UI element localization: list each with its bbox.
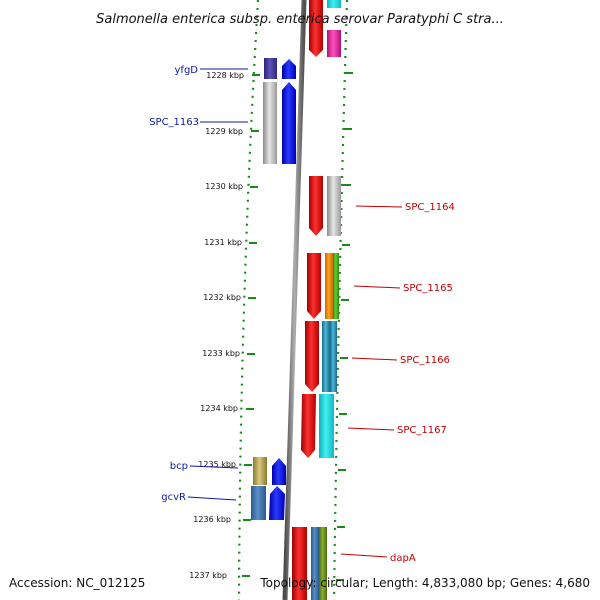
gene-label-gcvr[interactable]: gcvR (161, 492, 186, 503)
gene-label-spc-1164[interactable]: SPC_1164 (405, 202, 455, 213)
gene-feature[interactable] (253, 457, 267, 485)
gene-labels-right: SPC_1164 SPC_1165 SPC_1166 SPC_1167 dapA (390, 202, 455, 564)
leader-line (351, 357, 398, 361)
gene-arrow[interactable] (307, 253, 321, 319)
gene-label-spc-1163[interactable]: SPC_1163 (149, 117, 199, 128)
gene-arrow[interactable] (269, 486, 285, 520)
tick-label: 1228 kbp (206, 71, 244, 80)
gene-label-spc-1165[interactable]: SPC_1165 (403, 283, 453, 294)
tick-label: 1234 kbp (200, 404, 238, 413)
tick-labels: 1228 kbp 1229 kbp 1230 kbp 1231 kbp 1232… (189, 71, 244, 580)
tick-label: 1231 kbp (204, 238, 242, 247)
tick-label: 1233 kbp (202, 349, 240, 358)
gene-arrow[interactable] (309, 176, 323, 236)
label-leaders (187, 68, 403, 558)
leader-line (189, 465, 239, 469)
tick-label: 1236 kbp (193, 515, 231, 524)
leader-line (353, 285, 401, 289)
gene-feature[interactable] (311, 527, 319, 600)
gene-feature[interactable] (319, 527, 327, 600)
gene-arrow[interactable] (305, 321, 319, 392)
forward-strand-genes (251, 58, 296, 520)
tick-label: 1235 kbp (198, 460, 236, 469)
scale-ticks-right (336, 72, 353, 581)
gene-feature[interactable] (327, 0, 341, 8)
leader-line (340, 553, 388, 558)
leader-line (355, 205, 403, 208)
gene-feature[interactable] (327, 30, 341, 57)
gene-feature[interactable] (325, 253, 333, 319)
scale-ticks (242, 74, 260, 577)
leader-line (347, 427, 395, 431)
gene-feature[interactable] (327, 176, 341, 236)
gene-feature[interactable] (319, 394, 334, 458)
gene-feature[interactable] (263, 82, 277, 164)
tick-label: 1232 kbp (203, 293, 241, 302)
gene-label-yfgd[interactable]: yfgD (175, 65, 199, 76)
accession-label: Accession: NC_012125 (9, 576, 145, 590)
tick-label: 1229 kbp (205, 127, 243, 136)
gene-arrow[interactable] (282, 59, 296, 79)
gene-label-bcp[interactable]: bcp (170, 461, 188, 472)
gene-feature[interactable] (333, 253, 339, 319)
gene-label-dapa[interactable]: dapA (390, 553, 416, 564)
map-title: Salmonella enterica subsp. enterica sero… (96, 12, 504, 27)
gene-label-spc-1166[interactable]: SPC_1166 (400, 355, 450, 366)
gene-arrow[interactable] (301, 394, 316, 458)
gene-feature[interactable] (292, 527, 307, 600)
gene-arrow[interactable] (309, 0, 323, 57)
gene-feature[interactable] (251, 486, 266, 520)
gene-label-spc-1167[interactable]: SPC_1167 (397, 425, 447, 436)
gene-feature[interactable] (264, 58, 277, 79)
gene-feature[interactable] (330, 321, 337, 392)
genome-backbone (282, 0, 307, 600)
reverse-strand-genes (292, 0, 341, 600)
gene-arrow[interactable] (272, 458, 286, 485)
map-summary: Topology: circular; Length: 4,833,080 bp… (259, 576, 590, 590)
gene-feature[interactable] (322, 321, 330, 392)
tick-label: 1237 kbp (189, 571, 227, 580)
leader-line (187, 496, 237, 501)
gene-labels-left: yfgD SPC_1163 bcp gcvR (149, 65, 199, 503)
gene-arrow[interactable] (282, 82, 296, 164)
tick-label: 1230 kbp (205, 182, 243, 191)
